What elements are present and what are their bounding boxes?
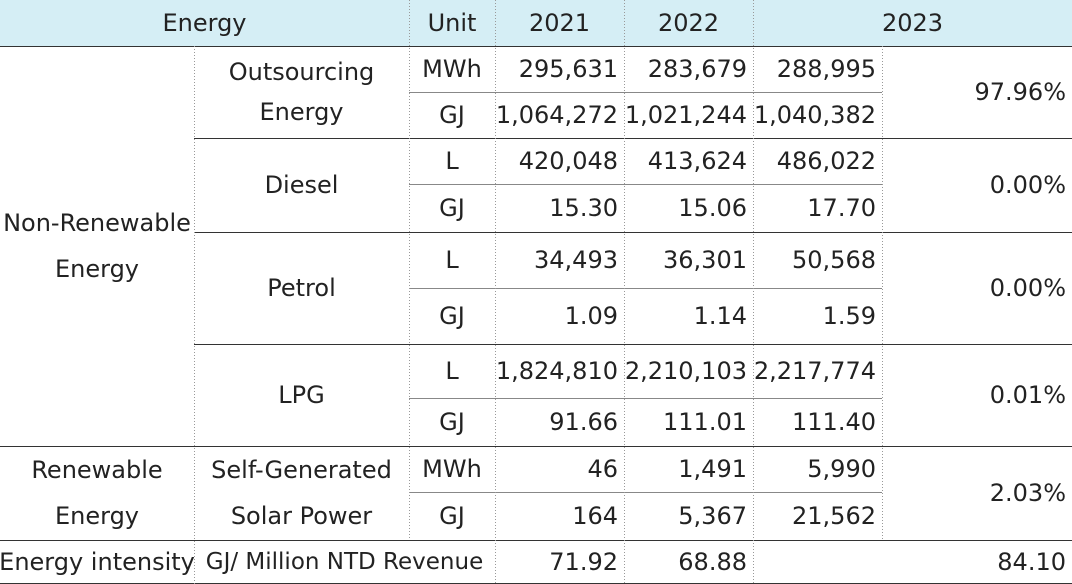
lpg-l-2023: 2,217,774 [753, 357, 876, 385]
group-renewable: Renewable Energy [0, 446, 194, 540]
header-2021: 2021 [495, 0, 624, 46]
rule-outsourcing-mid [409, 92, 882, 93]
outsourcing-mwh-2022: 283,679 [647, 55, 747, 83]
solar-gj-unit: GJ [439, 502, 465, 530]
rule-diesel-bottom [194, 232, 1072, 233]
item-solar-line2: Solar Power [230, 502, 373, 530]
solar-share: 2.03% [989, 479, 1066, 507]
vrule-group [194, 46, 195, 584]
rule-petrol-bottom [194, 344, 1072, 345]
petrol-gj-2021: 1.09 [564, 302, 618, 330]
diesel-share: 0.00% [989, 171, 1066, 199]
vrule-unit [495, 0, 496, 584]
group-renewable-line2: Energy [54, 502, 140, 530]
petrol-gj-2023: 1.59 [822, 302, 876, 330]
petrol-l-2023: 50,568 [792, 246, 876, 274]
lpg-gj-2021: 91.66 [549, 408, 618, 436]
header-2022: 2022 [624, 0, 753, 46]
petrol-gj-unit: GJ [439, 302, 465, 330]
intensity-unit: GJ/ Million NTD Revenue [205, 549, 484, 575]
solar-gj-2022: 5,367 [678, 502, 747, 530]
rule-renewable-bottom [0, 540, 1072, 541]
petrol-l-2022: 36,301 [663, 246, 747, 274]
group-non-renewable: Non-Renewable Energy [0, 46, 194, 446]
header-unit: Unit [409, 0, 495, 46]
item-outsourcing-line2: Energy [259, 98, 344, 126]
item-diesel: Diesel [264, 171, 339, 199]
rule-diesel-mid [409, 184, 882, 185]
item-solar: Self-Generated Solar Power [194, 446, 409, 540]
item-outsourcing: Outsourcing Energy [194, 46, 409, 138]
outsourcing-gj-2022: 1,021,244 [624, 101, 747, 129]
petrol-l-2021: 34,493 [534, 246, 618, 274]
solar-mwh-2022: 1,491 [678, 455, 747, 483]
diesel-gj-2023: 17.70 [807, 194, 876, 222]
diesel-gj-unit: GJ [439, 194, 465, 222]
lpg-share: 0.01% [989, 381, 1066, 409]
diesel-gj-2022: 15.06 [678, 194, 747, 222]
lpg-gj-2022: 111.01 [663, 408, 747, 436]
vrule-2023 [882, 46, 883, 540]
petrol-l-unit: L [445, 246, 459, 274]
vrule-item [409, 0, 410, 540]
group-renewable-line1: Renewable [31, 456, 163, 484]
outsourcing-gj-unit: GJ [439, 101, 465, 129]
diesel-l-2022: 413,624 [647, 147, 747, 175]
lpg-l-2022: 2,210,103 [624, 357, 747, 385]
rule-nonrenewable-bottom [0, 446, 1072, 447]
header-2023: 2023 [753, 0, 1072, 46]
intensity-2023: 84.10 [997, 548, 1066, 576]
petrol-gj-2022: 1.14 [693, 302, 747, 330]
diesel-l-2021: 420,048 [518, 147, 618, 175]
outsourcing-mwh-2023: 288,995 [776, 55, 876, 83]
vrule-2021 [624, 0, 625, 584]
item-lpg: LPG [278, 381, 325, 409]
diesel-l-2023: 486,022 [776, 147, 876, 175]
outsourcing-gj-2023: 1,040,382 [753, 101, 876, 129]
item-solar-line1: Self-Generated [211, 456, 392, 484]
solar-mwh-2021: 46 [587, 455, 618, 483]
outsourcing-mwh-unit: MWh [422, 55, 482, 83]
outsourcing-gj-2021: 1,064,272 [495, 101, 618, 129]
rule-petrol-mid [409, 288, 882, 289]
diesel-gj-2021: 15.30 [549, 194, 618, 222]
petrol-share: 0.00% [989, 274, 1066, 302]
solar-mwh-2023: 5,990 [807, 455, 876, 483]
item-outsourcing-line1: Outsourcing [228, 58, 375, 86]
vrule-2022 [753, 0, 754, 584]
solar-gj-2023: 21,562 [792, 502, 876, 530]
solar-mwh-unit: MWh [422, 455, 482, 483]
intensity-label: Energy intensity [0, 548, 195, 576]
outsourcing-share: 97.96% [974, 78, 1066, 106]
lpg-l-unit: L [445, 357, 459, 385]
header-energy: Energy [0, 0, 409, 46]
rule-solar-mid [409, 492, 882, 493]
rule-outsourcing-bottom [194, 138, 1072, 139]
lpg-gj-2023: 111.40 [792, 408, 876, 436]
lpg-gj-unit: GJ [439, 408, 465, 436]
group-non-renewable-line2: Energy [54, 255, 140, 283]
item-petrol: Petrol [267, 274, 336, 302]
intensity-2022: 68.88 [678, 548, 747, 576]
solar-gj-2021: 164 [572, 502, 618, 530]
outsourcing-mwh-2021: 295,631 [518, 55, 618, 83]
rule-header-bottom [0, 46, 1072, 47]
rule-lpg-mid [409, 398, 882, 399]
diesel-l-unit: L [445, 147, 459, 175]
group-non-renewable-line1: Non-Renewable [3, 209, 191, 237]
intensity-2021: 71.92 [549, 548, 618, 576]
lpg-l-2021: 1,824,810 [495, 357, 618, 385]
